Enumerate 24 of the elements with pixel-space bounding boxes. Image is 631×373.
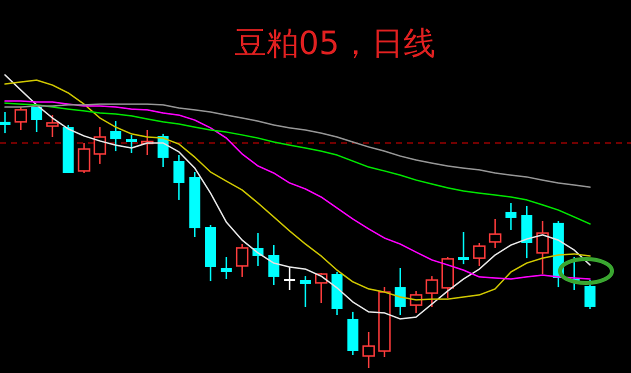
candlestick — [394, 267, 406, 316]
candlestick — [488, 218, 502, 249]
candlestick — [268, 244, 280, 286]
candlestick — [458, 231, 470, 265]
candlestick — [220, 256, 232, 280]
candlestick — [426, 275, 438, 308]
candlestick — [31, 106, 42, 133]
chart-title: 豆粕05，日线 — [234, 24, 436, 62]
candlestick — [14, 106, 28, 131]
candlestick — [126, 134, 137, 154]
candlestick — [505, 202, 516, 231]
candlestick — [300, 275, 311, 308]
candlestick — [78, 142, 90, 174]
candlestick — [94, 126, 106, 165]
candlestick — [46, 114, 59, 138]
candlestick — [110, 120, 122, 152]
candlestick — [536, 220, 549, 275]
candlestick — [362, 331, 375, 369]
candlestick — [584, 279, 596, 310]
candlestick — [173, 154, 184, 201]
candlestick — [0, 111, 10, 134]
candlestick — [473, 242, 486, 267]
candlestick — [284, 266, 296, 291]
candlestick — [236, 243, 248, 278]
